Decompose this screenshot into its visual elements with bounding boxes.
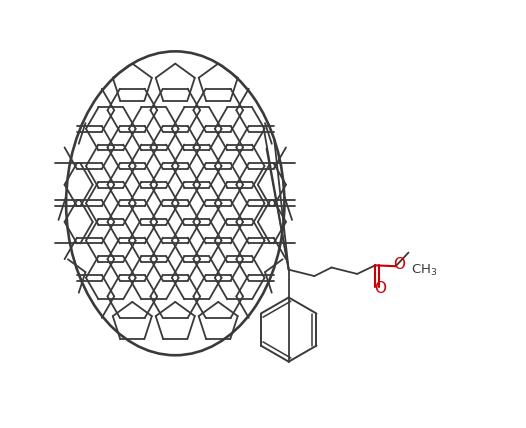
Text: O: O <box>393 257 405 272</box>
Text: CH$_3$: CH$_3$ <box>411 263 437 278</box>
Text: O: O <box>375 281 386 297</box>
